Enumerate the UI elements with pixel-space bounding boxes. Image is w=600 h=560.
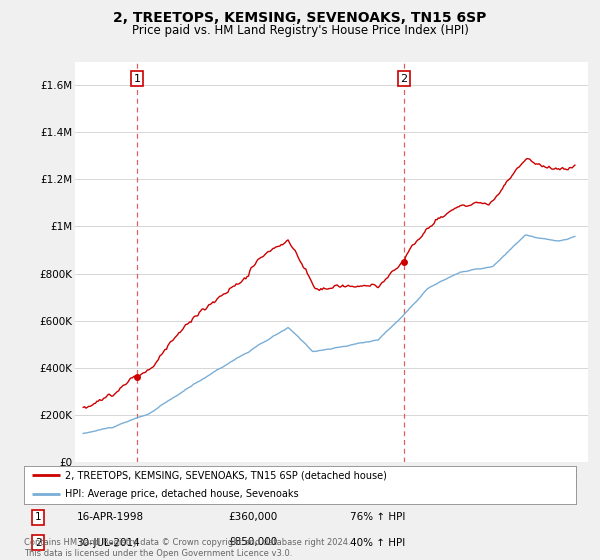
Text: HPI: Average price, detached house, Sevenoaks: HPI: Average price, detached house, Seve… (65, 489, 299, 500)
Text: 2, TREETOPS, KEMSING, SEVENOAKS, TN15 6SP: 2, TREETOPS, KEMSING, SEVENOAKS, TN15 6S… (113, 11, 487, 25)
Text: 1: 1 (35, 512, 41, 522)
Text: £850,000: £850,000 (228, 538, 277, 548)
Text: Contains HM Land Registry data © Crown copyright and database right 2024.
This d: Contains HM Land Registry data © Crown c… (24, 538, 350, 558)
Text: 1: 1 (134, 73, 140, 83)
Text: 16-APR-1998: 16-APR-1998 (76, 512, 143, 522)
Text: Price paid vs. HM Land Registry's House Price Index (HPI): Price paid vs. HM Land Registry's House … (131, 24, 469, 37)
Text: 2: 2 (35, 538, 41, 548)
Text: 2: 2 (401, 73, 407, 83)
Text: £360,000: £360,000 (228, 512, 277, 522)
Text: 40% ↑ HPI: 40% ↑ HPI (350, 538, 405, 548)
Text: 2, TREETOPS, KEMSING, SEVENOAKS, TN15 6SP (detached house): 2, TREETOPS, KEMSING, SEVENOAKS, TN15 6S… (65, 470, 387, 480)
Text: 76% ↑ HPI: 76% ↑ HPI (350, 512, 405, 522)
Text: 30-JUL-2014: 30-JUL-2014 (76, 538, 140, 548)
